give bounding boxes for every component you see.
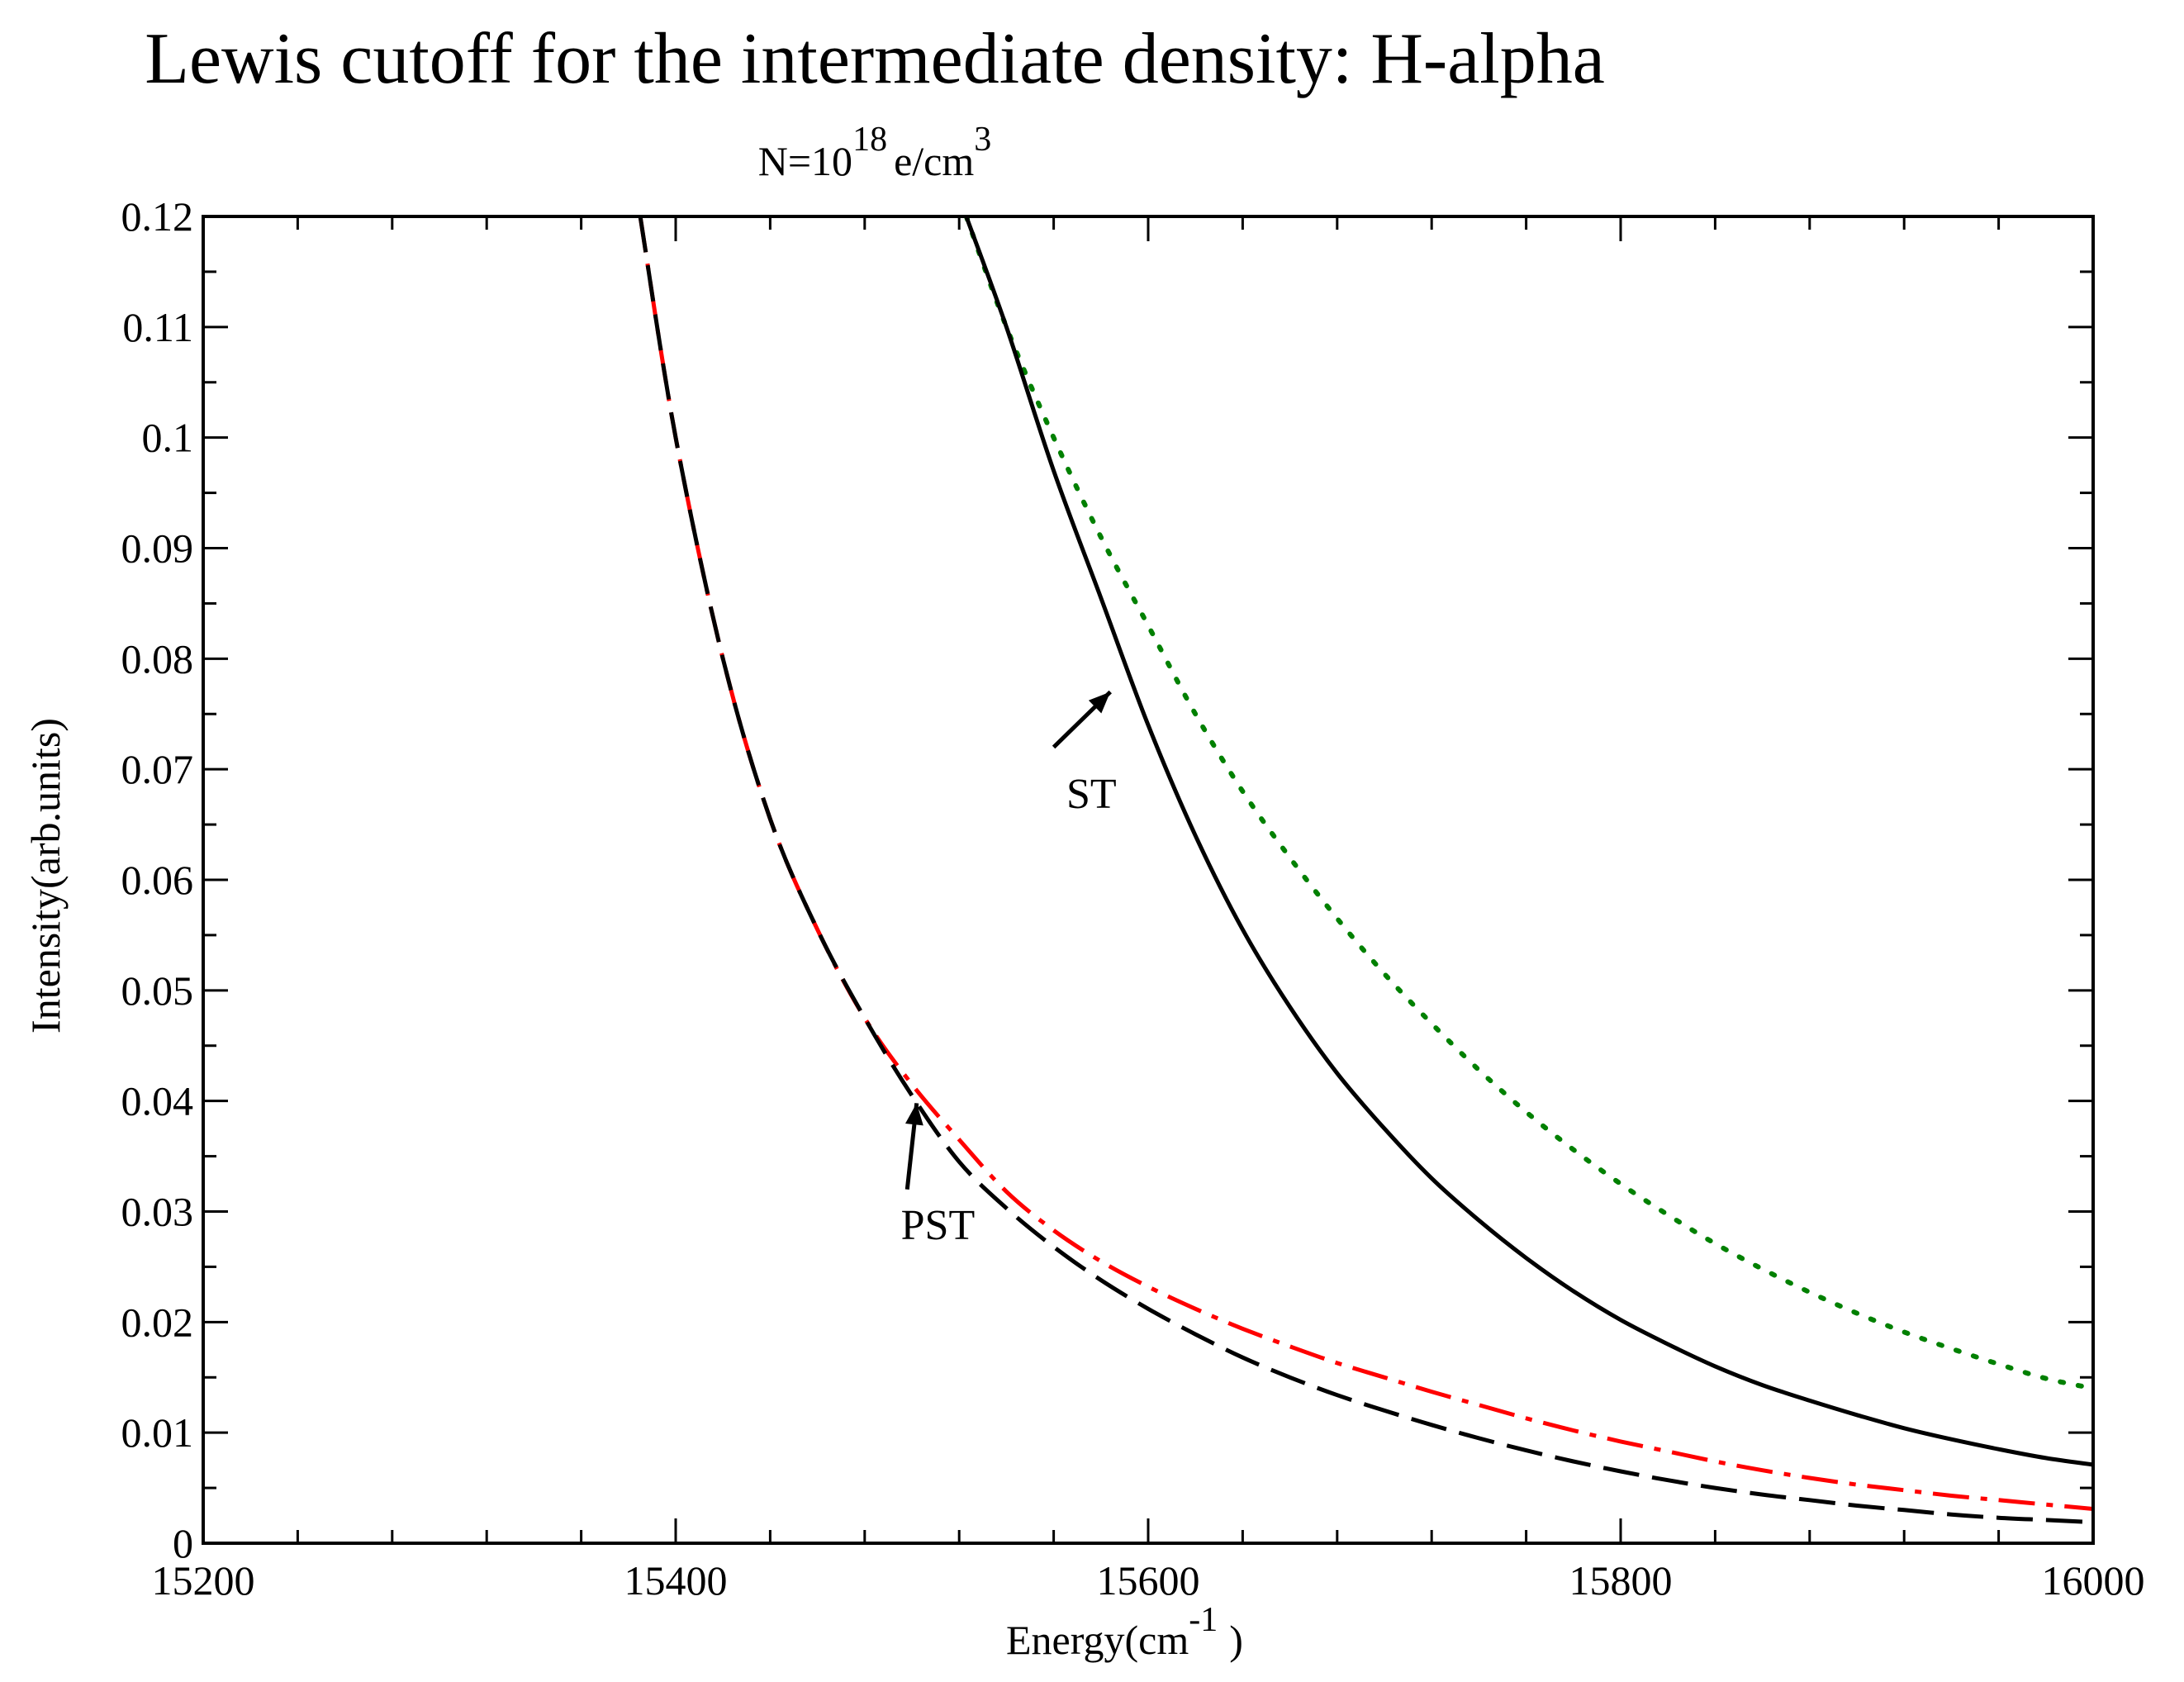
plot-content bbox=[638, 216, 2093, 1525]
subtitle-exponent: 18 bbox=[852, 121, 887, 159]
subtitle-unit: e/cm bbox=[894, 138, 974, 184]
series-line-2 bbox=[638, 216, 2093, 1511]
y-tick-label: 0.06 bbox=[121, 857, 194, 903]
plot-frame bbox=[202, 215, 2095, 1545]
x-tick-label: 15200 bbox=[152, 1557, 255, 1604]
x-tick-label: 15800 bbox=[1569, 1557, 1673, 1604]
axis-ticks bbox=[202, 215, 2095, 1545]
subtitle-base: N=10 bbox=[758, 138, 852, 184]
y-tick-label: 0.12 bbox=[121, 193, 194, 240]
y-tick-label: 0.11 bbox=[122, 304, 193, 350]
annotation-label-1: PST bbox=[901, 1202, 976, 1249]
x-label-base: Energy(cm bbox=[1006, 1617, 1189, 1663]
series-line-3 bbox=[638, 216, 2093, 1525]
annotation-arrowhead-0 bbox=[1088, 691, 1111, 714]
series-line-0 bbox=[963, 216, 2093, 1391]
y-tick-label: 0.07 bbox=[121, 746, 194, 792]
subtitle-unit-exponent: 3 bbox=[974, 121, 991, 159]
annotation-arrowhead-1 bbox=[905, 1103, 923, 1126]
x-label-exponent: -1 bbox=[1189, 1601, 1218, 1639]
series-line-1 bbox=[964, 216, 2093, 1467]
y-tick-label: 0.04 bbox=[121, 1078, 194, 1124]
x-label-close: ) bbox=[1229, 1617, 1243, 1663]
chart-title: Lewis cutoff for the intermediate densit… bbox=[145, 19, 1605, 99]
y-tick-label: 0.03 bbox=[121, 1189, 194, 1235]
x-tick-label: 15400 bbox=[624, 1557, 728, 1604]
x-axis-label: Energy(cm-1) bbox=[1006, 1601, 1243, 1663]
y-axis-label: Intensity(arb.units) bbox=[22, 718, 69, 1033]
y-tick-label: 0.05 bbox=[121, 967, 194, 1014]
y-tick-label: 0.1 bbox=[142, 415, 194, 461]
annotations: ST PST bbox=[901, 690, 1117, 1249]
x-tick-label: 15600 bbox=[1097, 1557, 1200, 1604]
chart-subtitle: N=1018 e/cm3 bbox=[758, 121, 991, 184]
y-tick-label: 0.01 bbox=[121, 1409, 194, 1456]
y-tick-label: 0.09 bbox=[121, 525, 194, 572]
axis-tick-labels: 15200 15400 15600 15800 16000 0 0.01 0.02 0.03 0.… bbox=[121, 193, 2145, 1604]
x-tick-label: 16000 bbox=[2042, 1557, 2145, 1604]
y-tick-label: 0 bbox=[173, 1520, 193, 1566]
y-tick-label: 0.08 bbox=[121, 635, 194, 682]
annotation-label-0: ST bbox=[1066, 771, 1117, 818]
y-tick-label: 0.02 bbox=[121, 1299, 194, 1345]
